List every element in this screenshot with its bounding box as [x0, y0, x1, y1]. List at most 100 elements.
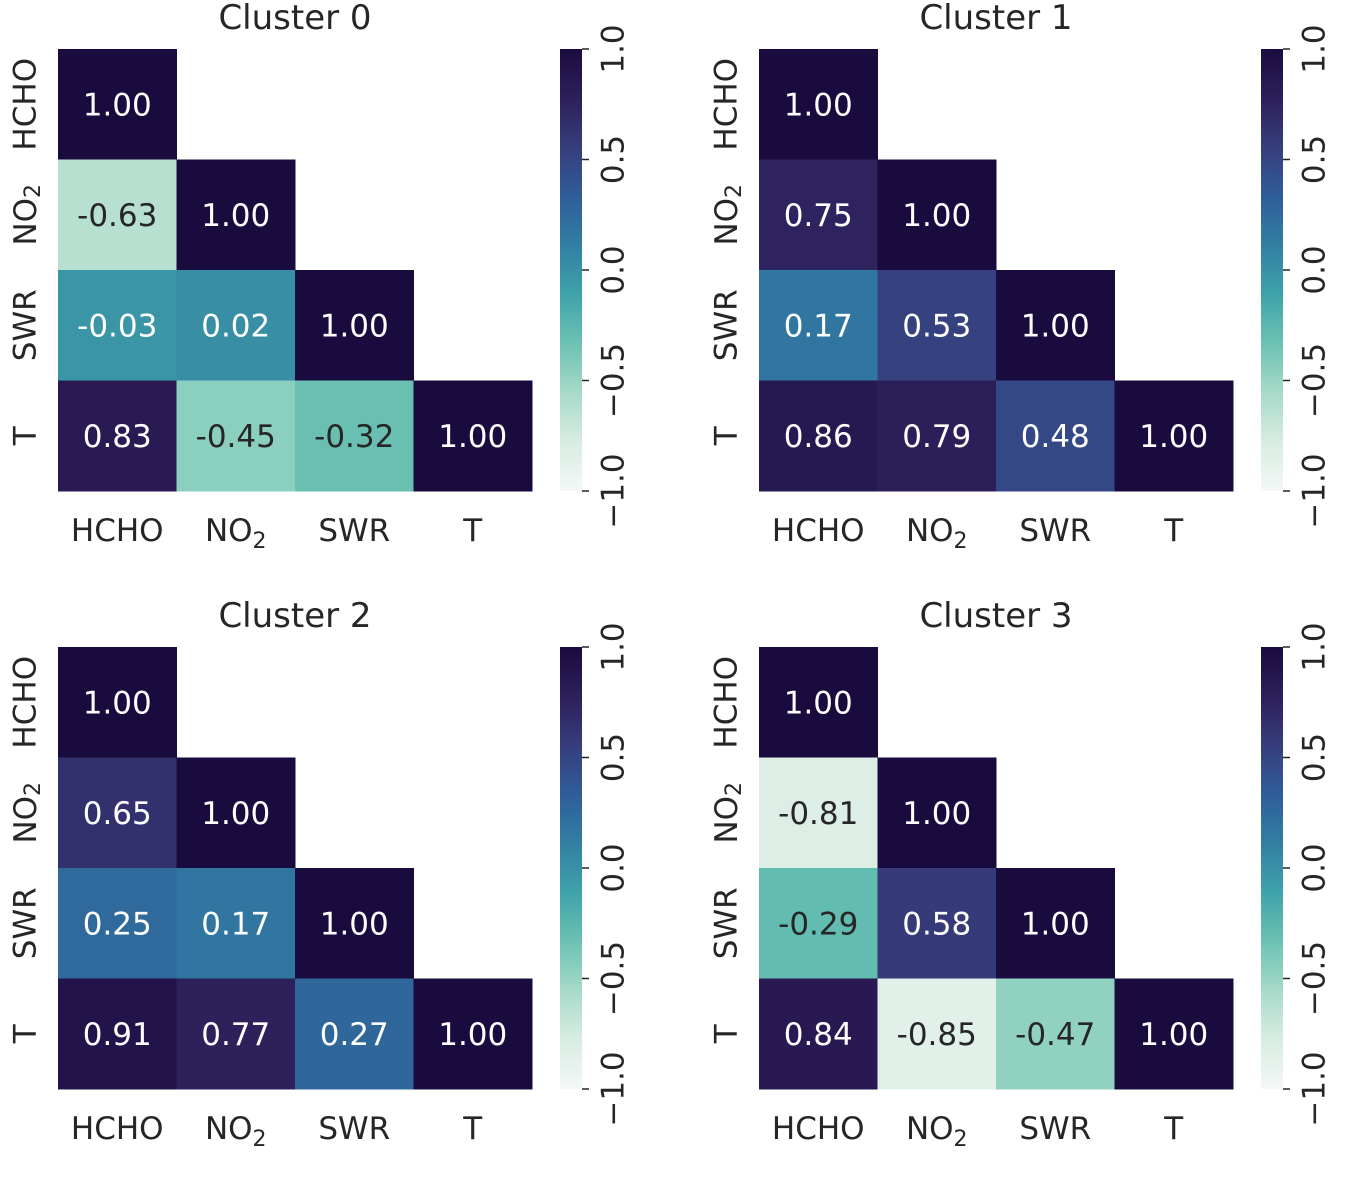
cell-value-label: 0.91	[83, 1017, 152, 1053]
cell-value-label: -0.29	[778, 906, 858, 942]
x-tick-label: NO2	[906, 513, 968, 554]
panel-title: Cluster 2	[218, 596, 371, 636]
panel-title: Cluster 3	[919, 596, 1072, 636]
heatmap-cell	[996, 868, 1115, 979]
cell-value-label: 0.53	[902, 308, 971, 344]
cell-value-label: 0.65	[83, 796, 152, 832]
heatmap-cell	[1114, 380, 1234, 492]
cell-value-label: -0.85	[897, 1017, 977, 1053]
heatmap-cell	[759, 380, 878, 492]
x-tick-label: NO2	[205, 1111, 267, 1152]
cell-value-label: 0.25	[83, 906, 152, 942]
colorbar-tick-label: 0.0	[1297, 843, 1333, 892]
cell-value-label: -0.45	[196, 419, 276, 455]
y-tick-label: HCHO	[709, 58, 745, 151]
heatmap-cell	[58, 757, 177, 869]
cell-value-label: 1.00	[438, 1017, 507, 1053]
cell-value-label: 1.00	[902, 198, 971, 234]
y-tick-label: HCHO	[709, 656, 745, 749]
heatmap-cell	[413, 380, 533, 492]
cell-value-label: 1.00	[201, 796, 270, 832]
heatmap-cell	[877, 757, 997, 869]
heatmap-cell	[877, 270, 997, 381]
x-tick-label: T	[462, 513, 483, 549]
x-tick-label: SWR	[1019, 1111, 1091, 1147]
cell-value-label: 1.00	[1021, 906, 1090, 942]
heatmap-cell	[176, 380, 296, 492]
colorbar-tick-label: 1.0	[596, 622, 632, 671]
heatmap-cell	[176, 757, 296, 869]
y-tick-label: SWR	[8, 289, 44, 361]
cell-value-label: 1.00	[438, 419, 507, 455]
heatmap-cell	[877, 978, 997, 1090]
y-tick-label: NO2	[709, 782, 748, 844]
cell-value-label: 1.00	[784, 87, 853, 123]
heatmap-cell	[759, 270, 878, 381]
colorbar	[560, 49, 582, 491]
x-tick-label: HCHO	[772, 513, 865, 549]
heatmap-cell	[295, 380, 414, 492]
x-tick-label: HCHO	[71, 1111, 164, 1147]
heatmap-cell	[996, 978, 1115, 1090]
heatmap-cell	[1114, 978, 1234, 1090]
heatmap-cell	[58, 380, 177, 492]
heatmap-cell	[295, 868, 414, 979]
cell-value-label: -0.47	[1015, 1017, 1095, 1053]
colorbar-tick-label: 0.5	[596, 733, 632, 782]
panel-title: Cluster 0	[218, 0, 371, 38]
colorbar	[1261, 647, 1283, 1089]
colorbar	[1261, 49, 1283, 491]
heatmap-cell	[996, 380, 1115, 492]
cell-value-label: -0.81	[778, 796, 858, 832]
heatmap-cell	[759, 978, 878, 1090]
colorbar-tick-label: −0.5	[1297, 941, 1333, 1016]
colorbar	[560, 647, 582, 1089]
heatmap-cell	[877, 868, 997, 979]
heatmap-panel-3: Cluster 3 1.00 -0.81 1.00 -0.29 0.58 1.00 0.84 -…	[709, 596, 1333, 1152]
cell-value-label: 0.17	[201, 906, 270, 942]
heatmap-cell	[58, 49, 177, 160]
heatmap-cell	[176, 978, 296, 1090]
cell-value-label: 1.00	[1021, 308, 1090, 344]
y-tick-label: T	[8, 425, 44, 446]
x-tick-label: NO2	[906, 1111, 968, 1152]
colorbar-tick-label: −1.0	[596, 1051, 632, 1126]
cell-value-label: 0.58	[902, 906, 971, 942]
heatmap-cell	[58, 868, 177, 979]
colorbar-tick-label: 0.0	[596, 843, 632, 892]
y-tick-label: NO2	[8, 782, 47, 844]
cell-value-label: 0.75	[784, 198, 853, 234]
heatmap-cell	[58, 159, 177, 271]
heatmap-panel-1: Cluster 1 1.00 0.75 1.00 0.17 0.53 1.00 0.86 0.7…	[709, 0, 1333, 554]
y-tick-label: NO2	[8, 184, 47, 246]
heatmap-cell	[176, 159, 296, 271]
cell-value-label: 0.83	[83, 419, 152, 455]
cell-value-label: 0.48	[1021, 419, 1090, 455]
y-tick-label: T	[709, 1023, 745, 1044]
heatmap-panel-2: Cluster 2 1.00 0.65 1.00 0.25 0.17 1.00 0.91 0.7…	[8, 596, 632, 1152]
heatmap-cell	[759, 49, 878, 160]
heatmap-cell	[58, 270, 177, 381]
heatmap-cell	[759, 647, 878, 758]
cell-value-label: -0.32	[314, 419, 394, 455]
cell-value-label: 1.00	[83, 685, 152, 721]
colorbar-tick-label: 0.5	[1297, 135, 1333, 184]
heatmap-cell	[295, 978, 414, 1090]
cell-value-label: 1.00	[320, 308, 389, 344]
colorbar-tick-label: 0.5	[596, 135, 632, 184]
cell-value-label: 1.00	[83, 87, 152, 123]
colorbar-tick-label: −1.0	[1297, 1051, 1333, 1126]
heatmap-cell	[877, 159, 997, 271]
colorbar-tick-label: −0.5	[596, 941, 632, 1016]
heatmap-cell	[759, 757, 878, 869]
cell-value-label: 1.00	[320, 906, 389, 942]
x-tick-label: HCHO	[71, 513, 164, 549]
y-tick-label: T	[709, 425, 745, 446]
y-tick-label: SWR	[709, 887, 745, 959]
cell-value-label: 0.77	[201, 1017, 270, 1053]
y-tick-label: NO2	[709, 184, 748, 246]
colorbar-tick-label: −0.5	[596, 343, 632, 418]
cell-value-label: -0.63	[77, 198, 157, 234]
x-tick-label: T	[1163, 1111, 1184, 1147]
